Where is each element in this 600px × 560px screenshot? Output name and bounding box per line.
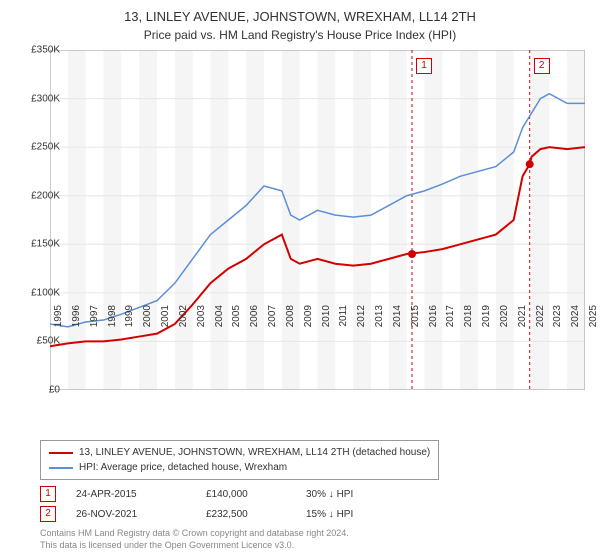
footer: Contains HM Land Registry data © Crown c… [40,528,349,551]
x-tick-label: 2016 [428,305,439,345]
x-tick-label: 2005 [231,305,242,345]
transaction-date: 24-APR-2015 [76,489,186,500]
x-tick-label: 2000 [142,305,153,345]
footer-line1: Contains HM Land Registry data © Crown c… [40,528,349,540]
x-tick-label: 2019 [481,305,492,345]
chart-title: 13, LINLEY AVENUE, JOHNSTOWN, WREXHAM, L… [0,0,600,26]
x-tick-label: 2008 [285,305,296,345]
x-tick-label: 2010 [321,305,332,345]
legend-swatch [49,452,73,454]
x-tick-label: 2025 [588,305,599,345]
transaction-table: 1 24-APR-2015 £140,000 30% ↓ HPI 2 26-NOV-202… [40,484,366,524]
x-tick-label: 2001 [160,305,171,345]
event-marker-2: 2 [534,58,550,74]
x-tick-label: 2020 [499,305,510,345]
x-tick-label: 1999 [124,305,135,345]
x-tick-label: 2011 [338,305,349,345]
legend-item: HPI: Average price, detached house, Wrex… [49,460,430,475]
x-tick-label: 2004 [214,305,225,345]
transaction-row: 2 26-NOV-2021 £232,500 15% ↓ HPI [40,504,366,524]
legend-label: HPI: Average price, detached house, Wrex… [79,460,287,475]
x-tick-label: 1995 [53,305,64,345]
x-tick-label: 2012 [356,305,367,345]
x-tick-label: 1996 [71,305,82,345]
footer-line2: This data is licensed under the Open Gov… [40,540,349,552]
x-tick-label: 2002 [178,305,189,345]
x-tick-label: 2017 [445,305,456,345]
y-tick-label: £150K [15,239,60,250]
transaction-pct: 15% ↓ HPI [306,509,366,520]
y-tick-label: £200K [15,190,60,201]
y-tick-label: £250K [15,142,60,153]
y-tick-label: £0 [15,385,60,396]
event-marker-1: 1 [416,58,432,74]
y-tick-label: £300K [15,93,60,104]
transaction-pct: 30% ↓ HPI [306,489,366,500]
transaction-price: £140,000 [206,489,286,500]
x-tick-label: 2014 [392,305,403,345]
chart-container: 13, LINLEY AVENUE, JOHNSTOWN, WREXHAM, L… [0,0,600,560]
transaction-price: £232,500 [206,509,286,520]
x-tick-label: 2003 [196,305,207,345]
x-tick-label: 2015 [410,305,421,345]
legend: 13, LINLEY AVENUE, JOHNSTOWN, WREXHAM, L… [40,440,439,480]
x-tick-label: 2023 [552,305,563,345]
transaction-marker: 2 [40,506,56,522]
legend-label: 13, LINLEY AVENUE, JOHNSTOWN, WREXHAM, L… [79,445,430,460]
y-tick-label: £100K [15,287,60,298]
x-tick-label: 2022 [535,305,546,345]
transaction-row: 1 24-APR-2015 £140,000 30% ↓ HPI [40,484,366,504]
x-tick-label: 2024 [570,305,581,345]
legend-swatch [49,467,73,469]
x-tick-label: 2006 [249,305,260,345]
chart-subtitle: Price paid vs. HM Land Registry's House … [0,28,600,42]
x-tick-label: 1998 [107,305,118,345]
x-tick-label: 2007 [267,305,278,345]
transaction-marker: 1 [40,486,56,502]
x-tick-label: 2021 [517,305,528,345]
transaction-date: 26-NOV-2021 [76,509,186,520]
x-tick-label: 2013 [374,305,385,345]
x-tick-label: 1997 [89,305,100,345]
legend-item: 13, LINLEY AVENUE, JOHNSTOWN, WREXHAM, L… [49,445,430,460]
y-tick-label: £350K [15,45,60,56]
x-tick-label: 2009 [303,305,314,345]
x-tick-label: 2018 [463,305,474,345]
